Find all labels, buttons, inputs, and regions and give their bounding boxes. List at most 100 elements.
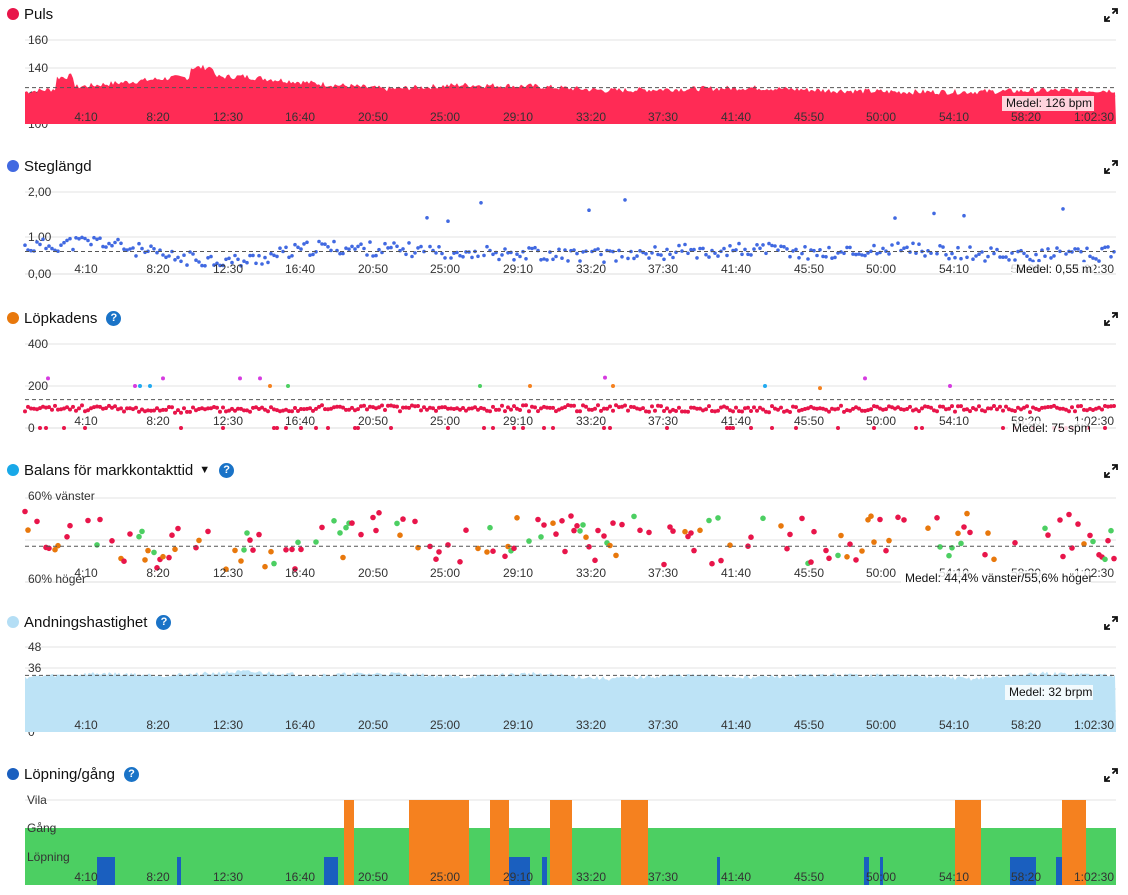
stride-point: [185, 263, 189, 267]
walk-segment: [313, 828, 321, 885]
stride-point: [686, 251, 690, 256]
cadence-point: [815, 406, 819, 411]
x-tick-label: 37:30: [648, 414, 678, 428]
expand-icon[interactable]: [1104, 464, 1118, 478]
balance-point: [613, 552, 619, 559]
cadence-point: [743, 406, 747, 411]
help-icon[interactable]: ?: [106, 310, 122, 326]
walk-segment: [542, 828, 547, 885]
cadence-point: [872, 404, 876, 409]
help-icon[interactable]: ?: [123, 766, 139, 782]
walk-segment: [816, 828, 843, 885]
cadence-point: [215, 405, 219, 410]
balance-point: [268, 548, 274, 555]
panel-header: Löpkadens ?: [7, 308, 122, 328]
stride-point: [179, 259, 183, 264]
cadence-point: [284, 426, 288, 430]
y-tick-label: 0,00: [28, 267, 52, 281]
panel-balans: Balans för markkontakttid ▼ ? 60% vänste…: [0, 456, 1128, 608]
stride-point: [311, 252, 315, 257]
cadence-point: [959, 404, 963, 409]
stride-point: [842, 251, 846, 256]
walk-segment: [717, 828, 720, 885]
expand-icon[interactable]: [1104, 616, 1118, 630]
cadence-point: [419, 408, 423, 413]
x-tick-label: 37:30: [648, 566, 678, 580]
stride-point: [971, 257, 975, 261]
walk-segment: [1086, 828, 1095, 885]
stride-point: [761, 243, 765, 247]
help-icon[interactable]: ?: [156, 614, 172, 630]
cadence-point: [146, 408, 150, 413]
expand-icon[interactable]: [1104, 312, 1118, 326]
stride-point: [407, 241, 411, 245]
balance-point: [955, 530, 961, 537]
cadence-point: [566, 403, 570, 408]
stride-point: [743, 247, 747, 252]
cadence-point: [161, 376, 165, 381]
steglangd-chart: 2,00 1,00 0,00 4:10 8:20 12:30 16:40 20:50 25:00…: [23, 185, 1116, 281]
cadence-point: [530, 404, 534, 409]
stride-point: [998, 255, 1002, 259]
cadence-point: [389, 426, 393, 430]
balance-point: [502, 553, 508, 560]
stride-point: [107, 241, 111, 246]
balance-point: [727, 542, 733, 548]
stride-point: [275, 254, 279, 259]
balance-point: [169, 532, 175, 538]
cadence-point: [248, 409, 252, 414]
cadence-point: [785, 408, 789, 413]
cadence-point: [671, 407, 675, 412]
balance-point: [631, 513, 637, 520]
cadence-point: [551, 426, 555, 430]
balance-point: [1045, 532, 1051, 538]
cadence-point: [603, 375, 607, 380]
balance-point: [1111, 555, 1117, 562]
stride-point: [926, 249, 930, 253]
help-icon[interactable]: ?: [219, 462, 235, 478]
dropdown-caret-icon[interactable]: ▼: [199, 464, 211, 476]
stride-point: [734, 248, 738, 252]
cadence-point: [218, 409, 222, 414]
cadence-point: [176, 408, 180, 413]
cadence-point: [482, 406, 486, 411]
x-tick-label: 45:50: [794, 110, 824, 124]
run-segment: [97, 857, 115, 885]
cadence-point: [350, 405, 354, 410]
stride-point: [233, 253, 237, 258]
x-tick-label: 20:50: [358, 262, 388, 276]
balance-point: [289, 546, 295, 553]
cadence-point: [713, 409, 717, 414]
balance-point: [610, 520, 616, 526]
balance-point: [823, 547, 829, 554]
stride-point: [524, 257, 528, 261]
stride-point: [401, 247, 405, 251]
expand-icon[interactable]: [1104, 8, 1118, 22]
cadence-point: [257, 407, 261, 411]
cadence-point: [953, 409, 957, 414]
cadence-point: [89, 406, 93, 411]
cadence-point: [812, 406, 816, 411]
cadence-point: [404, 405, 408, 410]
balance-point: [349, 520, 355, 526]
stride-point: [650, 251, 654, 255]
stride-point: [1046, 247, 1050, 251]
cadence-point: [371, 405, 375, 410]
panel-lopkadens: Löpkadens ? 400 200 0 4:10 8:20 12:30 16:40 20:…: [0, 304, 1128, 456]
balance-point: [22, 508, 28, 515]
walk-segment: [685, 828, 692, 885]
stride-point: [419, 244, 423, 249]
cadence-point: [485, 408, 489, 413]
cadence-point: [188, 409, 192, 414]
stride-point: [176, 255, 180, 260]
expand-icon[interactable]: [1104, 768, 1118, 782]
cadence-point: [986, 406, 990, 411]
stride-point: [956, 245, 960, 250]
cadence-point: [1088, 406, 1092, 411]
cadence-point: [326, 407, 330, 412]
balance-point: [136, 533, 142, 540]
cadence-point: [416, 404, 420, 408]
cadence-point: [941, 404, 945, 409]
expand-icon[interactable]: [1104, 160, 1118, 174]
panel-title: Löpkadens: [24, 309, 98, 327]
